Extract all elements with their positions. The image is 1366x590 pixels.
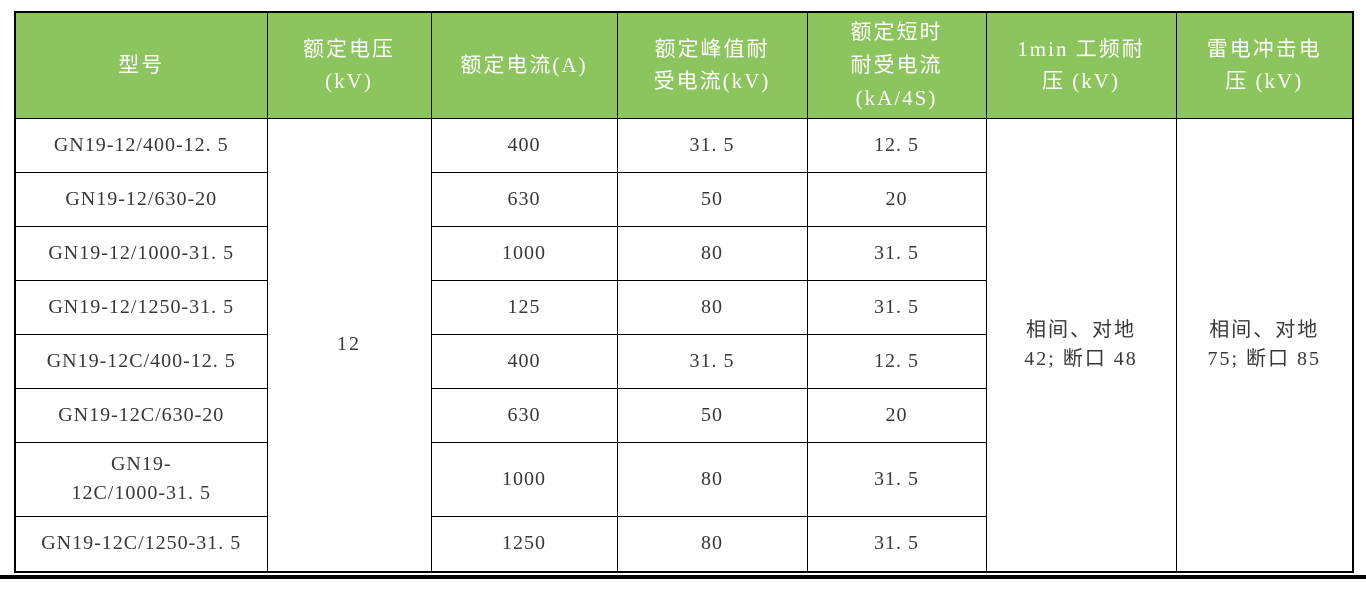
peak-withstand-cell: 80 xyxy=(616,515,808,572)
model-cell: GN19- 12C/1000-31. 5 xyxy=(14,441,268,517)
column-header-short-time-withstand: 额定短时 耐受电流 (kA/4S) xyxy=(806,11,987,119)
rated-current-cell: 125 xyxy=(430,279,618,335)
table-row: GN19-12/400-12. 5 12 400 31. 5 12. 5 相间、… xyxy=(14,117,1354,573)
peak-withstand-cell: 80 xyxy=(616,279,808,335)
peak-withstand-cell: 50 xyxy=(616,387,808,443)
table-row: GN19-12/1000-31. 5 1000 80 31. 5 xyxy=(14,225,1353,281)
rated-current-cell: 400 xyxy=(430,117,618,173)
spec-table: 型号 额定电压 (kV) 额定电流(A) 额定峰值耐 受电流(kV) 额定短时 … xyxy=(14,11,1354,573)
model-cell: GN19-12C/630-20 xyxy=(14,387,268,443)
rated-current-cell: 630 xyxy=(430,387,618,443)
peak-withstand-cell: 80 xyxy=(616,225,808,281)
column-header-lightning-impulse: 雷电冲击电 压 (kV) xyxy=(1175,11,1354,119)
peak-withstand-cell: 31. 5 xyxy=(616,333,808,389)
column-header-rated-voltage: 额定电压 (kV) xyxy=(266,11,432,119)
table-row: GN19-12C/630-20 630 50 20 xyxy=(14,387,1353,443)
short-time-cell: 31. 5 xyxy=(806,225,987,281)
short-time-cell: 31. 5 xyxy=(806,441,987,517)
peak-withstand-cell: 31. 5 xyxy=(616,117,808,173)
peak-withstand-cell: 80 xyxy=(616,441,808,517)
short-time-cell: 31. 5 xyxy=(806,515,987,572)
rated-current-cell: 400 xyxy=(430,333,618,389)
peak-withstand-cell: 50 xyxy=(616,171,808,227)
table-row: GN19-12C/1250-31. 5 1250 80 31. 5 xyxy=(14,515,1353,572)
lightning-impulse-merged-cell: 相间、对地 75; 断口 85 xyxy=(1175,117,1354,573)
rated-current-cell: 1000 xyxy=(430,441,618,517)
power-freq-merged-cell: 相间、对地 42; 断口 48 xyxy=(985,117,1177,573)
bottom-divider xyxy=(0,575,1366,579)
table-row: GN19-12C/400-12. 5 400 31. 5 12. 5 xyxy=(14,333,1353,389)
table-header-row: 型号 额定电压 (kV) 额定电流(A) 额定峰值耐 受电流(kV) 额定短时 … xyxy=(14,11,1354,119)
rated-current-cell: 1000 xyxy=(430,225,618,281)
rated-current-cell: 1250 xyxy=(430,515,618,572)
column-header-peak-withstand: 额定峰值耐 受电流(kV) xyxy=(616,11,808,119)
column-header-power-freq-withstand: 1min 工频耐 压 (kV) xyxy=(985,11,1177,119)
table-row: GN19-12/1250-31. 5 125 80 31. 5 xyxy=(14,279,1353,335)
model-cell: GN19-12/1000-31. 5 xyxy=(14,225,268,281)
table-row: GN19-12/630-20 630 50 20 xyxy=(14,171,1353,227)
rated-current-cell: 630 xyxy=(430,171,618,227)
rated-voltage-merged-cell: 12 xyxy=(266,117,432,573)
short-time-cell: 12. 5 xyxy=(806,333,987,389)
model-cell: GN19-12/400-12. 5 xyxy=(14,117,268,173)
model-cell: GN19-12/630-20 xyxy=(14,171,268,227)
short-time-cell: 20 xyxy=(806,171,987,227)
model-cell: GN19-12/1250-31. 5 xyxy=(14,279,268,335)
column-header-model: 型号 xyxy=(14,11,268,119)
short-time-cell: 31. 5 xyxy=(806,279,987,335)
model-cell: GN19-12C/400-12. 5 xyxy=(14,333,268,389)
model-cell: GN19-12C/1250-31. 5 xyxy=(14,515,268,572)
short-time-cell: 20 xyxy=(806,387,987,443)
column-header-rated-current: 额定电流(A) xyxy=(430,11,618,119)
short-time-cell: 12. 5 xyxy=(806,117,987,173)
